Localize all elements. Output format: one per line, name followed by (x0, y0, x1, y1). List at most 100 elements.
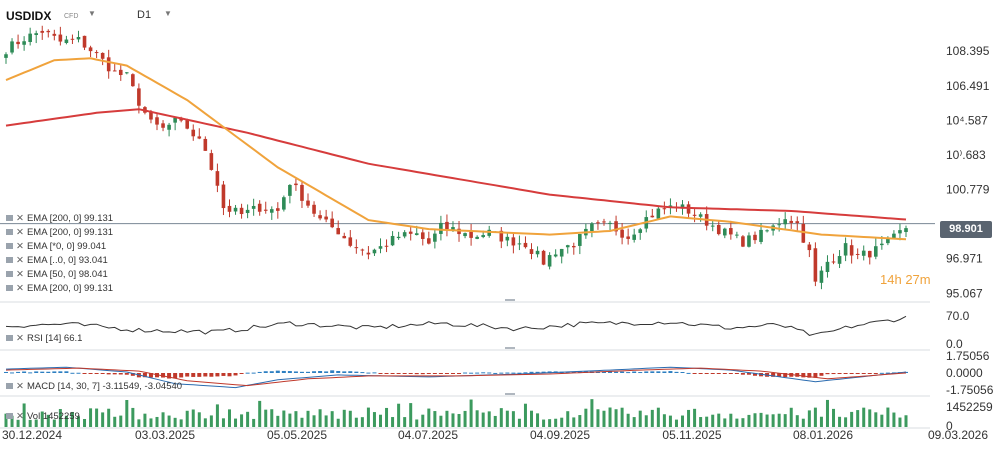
volume-bar (825, 399, 829, 427)
macd-histogram-bar (330, 370, 335, 373)
indicator-settings-icon[interactable] (6, 271, 13, 278)
candle-body (499, 230, 504, 242)
candle-body (608, 222, 612, 224)
candle-body (825, 261, 830, 273)
volume-bar (137, 419, 141, 427)
indicator-settings-icon[interactable] (6, 257, 13, 264)
legend-ema-3-text: EMA [*0, 0] 99.041 (26, 241, 107, 252)
legend-ema-2[interactable]: ✕ EMA [200, 0] 99.131 (6, 227, 113, 238)
candle (360, 248, 365, 256)
volume-bar (191, 409, 195, 427)
macd-histogram-bar (239, 373, 244, 374)
candle-body (324, 216, 328, 220)
volume-bar (119, 415, 123, 427)
candle (729, 220, 733, 240)
x-tick-label: 30.12.2024 (2, 428, 62, 442)
candle-body (867, 250, 872, 258)
volume-bar (306, 410, 310, 427)
candle (215, 163, 220, 193)
candle-body (571, 245, 576, 248)
macd-histogram-bar (523, 372, 528, 374)
volume-bar (385, 407, 389, 427)
macd-histogram-bar (354, 371, 359, 373)
close-icon[interactable]: ✕ (16, 213, 24, 224)
volume-bar (403, 417, 407, 427)
legend-macd[interactable]: ✕ MACD [14, 30, 7] -3.11549, -3.04540 (6, 381, 182, 392)
macd-histogram-bar (161, 373, 166, 378)
macd-histogram-bar (58, 371, 63, 373)
volume-bar (759, 412, 763, 427)
volume-bar (173, 417, 177, 427)
ema-200-line (5, 108, 907, 221)
candle-body (360, 249, 365, 251)
candle-body (662, 208, 667, 210)
close-icon[interactable]: ✕ (16, 255, 24, 266)
candle-body (892, 233, 896, 239)
candle (608, 220, 612, 231)
candle-body (167, 124, 171, 130)
volume-bar (789, 407, 793, 427)
candle (239, 203, 244, 219)
close-icon[interactable]: ✕ (16, 269, 24, 280)
candle-body (837, 256, 842, 264)
timeframe-label[interactable]: D1 (137, 9, 152, 21)
candle-body (511, 237, 516, 246)
legend-ema-6[interactable]: ✕ EMA [200, 0] 99.131 (6, 283, 113, 294)
candle-body (336, 228, 341, 235)
legend-ema-1[interactable]: ✕ EMA [200, 0] 99.131 (6, 213, 113, 224)
indicator-settings-icon[interactable] (6, 285, 13, 292)
indicator-settings-icon[interactable] (6, 383, 13, 390)
close-icon[interactable]: ✕ (16, 381, 24, 392)
volume-bar (536, 413, 540, 427)
candle-body (698, 214, 703, 217)
candle (873, 238, 878, 260)
volume-bar (113, 416, 117, 427)
volume-bar (203, 418, 207, 427)
symbol-dropdown-icon[interactable]: ▼ (88, 9, 96, 18)
macd-histogram-bar (716, 373, 721, 374)
indicator-settings-icon[interactable] (6, 413, 13, 420)
close-icon[interactable]: ✕ (16, 333, 24, 344)
volume-bar (693, 408, 697, 427)
candle-body (578, 234, 582, 246)
candle-body (251, 205, 256, 209)
candle (735, 231, 739, 239)
volume-bar (330, 411, 334, 427)
candle-body (849, 245, 854, 256)
volume-bar (58, 409, 62, 427)
candle (499, 227, 504, 249)
candle (801, 215, 806, 244)
macd-histogram-bar (450, 373, 455, 374)
legend-volume[interactable]: ✕ Vol 1452259 (6, 411, 80, 422)
candle-body (300, 184, 304, 201)
y-tick-label: 10⁾.683 (946, 148, 986, 162)
candle-body (137, 88, 141, 106)
candle-body (197, 136, 202, 139)
candle-body (638, 229, 643, 233)
candle (408, 226, 413, 241)
indicator-settings-icon[interactable] (6, 243, 13, 250)
volume-bar (246, 411, 250, 427)
indicator-settings-icon[interactable] (6, 215, 13, 222)
legend-ema-4[interactable]: ✕ EMA [..0, 0] 93.041 (6, 255, 108, 266)
candle (541, 249, 546, 266)
candle-body (481, 235, 485, 238)
macd-histogram-bar (221, 373, 226, 376)
candle (565, 244, 570, 254)
indicator-settings-icon[interactable] (6, 335, 13, 342)
timeframe-dropdown-icon[interactable]: ▼ (164, 9, 172, 18)
rsi-tick-label: 70.0 (946, 309, 970, 323)
close-icon[interactable]: ✕ (16, 411, 24, 422)
legend-ema-5[interactable]: ✕ EMA [50, 0] 98.041 (6, 269, 108, 280)
indicator-settings-icon[interactable] (6, 229, 13, 236)
symbol-title[interactable]: USDIDX (6, 9, 52, 23)
close-icon[interactable]: ✕ (16, 241, 24, 252)
candle-body (82, 35, 87, 48)
macd-histogram-bar (487, 372, 492, 374)
close-icon[interactable]: ✕ (16, 227, 24, 238)
macd-histogram-bar (402, 373, 407, 374)
close-icon[interactable]: ✕ (16, 283, 24, 294)
legend-ema-3[interactable]: ✕ EMA [*0, 0] 99.041 (6, 241, 106, 252)
legend-rsi[interactable]: ✕ RSI [14] 66.1 (6, 333, 82, 344)
